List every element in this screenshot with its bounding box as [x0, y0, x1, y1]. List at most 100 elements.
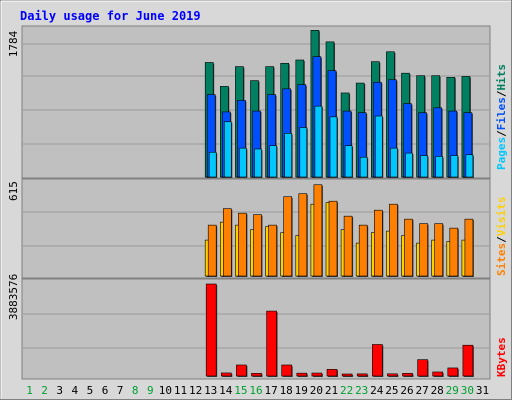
- legend-bottom: KBytes: [495, 337, 508, 377]
- legend-entry: /: [495, 90, 508, 97]
- legend-entry: KBytes: [495, 337, 508, 377]
- x-tick-label: 25: [385, 384, 398, 397]
- bar-kbytes: [387, 373, 398, 377]
- bar-sites: [313, 184, 323, 277]
- bottom-max-label: 3883576: [7, 274, 20, 320]
- bar-pages: [269, 145, 277, 178]
- x-tick-label: 4: [71, 384, 78, 397]
- x-tick-label: 24: [370, 384, 384, 397]
- bar-pages: [239, 147, 247, 178]
- x-tick-label: 30: [461, 384, 474, 397]
- bar-pages: [299, 127, 308, 178]
- bar-kbytes: [326, 369, 338, 377]
- bar-sites: [207, 224, 217, 277]
- x-tick-label: 17: [264, 384, 277, 397]
- bar-sites: [434, 223, 444, 277]
- bar-pages: [344, 145, 353, 178]
- bar-sites: [328, 200, 338, 277]
- bar-kbytes: [447, 367, 459, 377]
- x-tick-label: 5: [87, 384, 94, 397]
- bar-pages: [284, 133, 293, 178]
- bar-pages: [420, 155, 428, 178]
- bar-pages: [374, 115, 383, 178]
- legend-entry: /: [495, 236, 508, 243]
- bar-kbytes: [462, 344, 474, 377]
- bar-pages: [359, 156, 368, 178]
- x-tick-label: 15: [234, 384, 247, 397]
- middle-max-label: 615: [7, 181, 20, 201]
- legend-entry: Sites: [495, 243, 508, 276]
- bar-sites: [464, 218, 474, 277]
- x-tick-label: 6: [102, 384, 109, 397]
- bar-kbytes: [281, 364, 293, 377]
- legend-entry: Visits: [495, 197, 508, 237]
- legend-entry: Files: [495, 97, 508, 130]
- bar-kbytes: [417, 359, 428, 377]
- bar-kbytes: [341, 373, 353, 377]
- x-tick-label: 7: [117, 384, 124, 397]
- bar-kbytes: [311, 372, 323, 377]
- bar-sites: [268, 224, 277, 277]
- bar-pages: [208, 151, 217, 178]
- top-max-label: 1784: [7, 30, 20, 57]
- x-tick-label: 10: [159, 384, 172, 397]
- bar-kbytes: [205, 283, 217, 377]
- bar-sites: [404, 218, 413, 277]
- x-tick-label: 26: [400, 384, 413, 397]
- bar-sites: [298, 193, 308, 277]
- bar-sites: [343, 215, 353, 277]
- bar-pages: [405, 152, 413, 178]
- x-tick-label: 18: [280, 384, 293, 397]
- x-tick-label: 27: [415, 384, 428, 397]
- bar-sites: [283, 196, 293, 277]
- bar-pages: [329, 116, 338, 178]
- x-tick-label: 11: [174, 384, 187, 397]
- bar-pages: [314, 105, 323, 178]
- x-tick-label: 22: [340, 384, 353, 397]
- bar-sites: [223, 208, 232, 277]
- plot-area-bottom: [21, 278, 491, 380]
- chart-title: Daily usage for June 2019: [20, 9, 201, 23]
- bar-sites: [389, 203, 398, 277]
- bar-kbytes: [266, 310, 277, 377]
- bar-sites: [253, 214, 262, 277]
- bar-pages: [435, 156, 444, 178]
- bar-sites: [419, 223, 428, 277]
- x-tick-label: 21: [325, 384, 338, 397]
- bar-sites: [238, 212, 247, 277]
- legend-middle: Sites/Visits: [495, 197, 508, 277]
- bar-kbytes: [432, 371, 444, 377]
- x-tick-label: 23: [355, 384, 368, 397]
- bar-sites: [358, 224, 368, 277]
- x-tick-label: 14: [219, 384, 233, 397]
- bar-kbytes: [356, 373, 368, 377]
- bar-pages: [390, 147, 398, 178]
- legend-entry: /: [495, 130, 508, 137]
- bars-layer: [204, 30, 474, 377]
- legend-top: Pages/Files/Hits: [495, 64, 508, 170]
- x-tick-label: 13: [204, 384, 217, 397]
- legend-entry: Hits: [495, 64, 508, 91]
- x-tick-label: 8: [132, 384, 139, 397]
- x-tick-label: 9: [147, 384, 154, 397]
- x-tick-label: 2: [41, 384, 48, 397]
- bar-kbytes: [236, 364, 247, 377]
- x-tick-label: 29: [446, 384, 459, 397]
- x-tick-label: 16: [249, 384, 262, 397]
- x-tick-label: 20: [310, 384, 323, 397]
- bar-pages: [224, 121, 232, 178]
- bar-sites: [449, 227, 459, 277]
- x-tick-label: 1: [26, 384, 33, 397]
- x-tick-label: 28: [431, 384, 444, 397]
- bar-kbytes: [251, 373, 262, 377]
- bar-kbytes: [221, 372, 232, 377]
- bar-kbytes: [371, 344, 383, 377]
- x-tick-label: 12: [189, 384, 202, 397]
- x-axis-labels: 1 2 3 4 5 6 7 8 9 10 11 12 13 14 15 16 17 18 19 20 21 22 23 24 2…: [26, 384, 489, 397]
- legend-entry: Pages: [495, 137, 508, 170]
- bar-pages: [465, 154, 474, 178]
- bar-kbytes: [402, 373, 413, 377]
- bar-kbytes: [296, 372, 308, 377]
- bar-pages: [450, 155, 459, 178]
